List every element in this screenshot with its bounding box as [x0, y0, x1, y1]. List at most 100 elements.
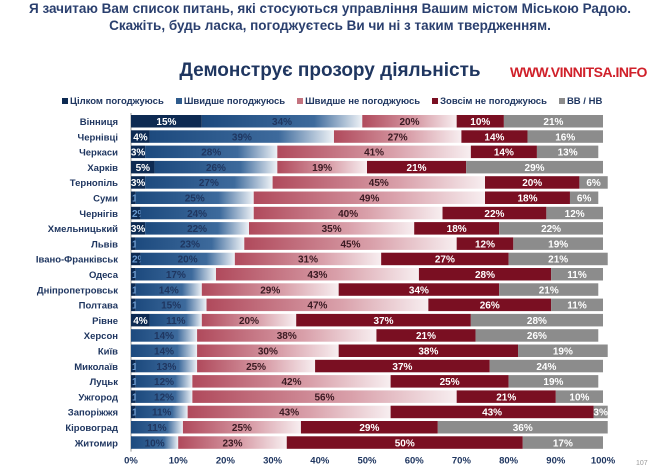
data-label: 22%: [484, 209, 504, 220]
data-label: 13%: [558, 148, 578, 159]
bar-segment: [131, 130, 150, 143]
data-label: 14%: [154, 347, 174, 358]
data-label: 27%: [388, 132, 408, 143]
data-label: 34%: [409, 285, 429, 296]
category-label: Черкаси: [79, 148, 118, 159]
data-label: 12%: [154, 377, 174, 388]
bar-segment: [499, 222, 603, 235]
category-label: Миколаїв: [74, 362, 118, 373]
bar-segment: [135, 375, 193, 388]
bar-segment: [244, 237, 457, 250]
data-label: 43%: [482, 408, 502, 419]
data-label: 15%: [156, 117, 176, 128]
bar-segment: [197, 344, 339, 357]
legend-label: Зовсім не погоджуюсь: [440, 96, 547, 107]
category-label: Дніпропетровськ: [37, 285, 118, 296]
x-tick-label: 10%: [169, 456, 189, 467]
survey-question: Я зачитаю Вам список питань, які стосуют…: [28, 1, 631, 33]
data-label: 2%: [132, 209, 147, 220]
bar-segment: [390, 375, 509, 388]
bar-segment: [187, 405, 391, 419]
bar-segment: [253, 191, 485, 204]
data-label: 19%: [548, 239, 568, 250]
bar-segment: [131, 344, 198, 357]
bar-segment: [428, 298, 552, 312]
bar-segment: [456, 115, 504, 128]
data-label: 21%: [548, 255, 568, 266]
category-label: Хмельницький: [48, 224, 118, 235]
data-label: 26%: [206, 163, 226, 174]
bar-segment: [154, 160, 278, 174]
bar-segment: [135, 405, 188, 419]
bar-segment: [131, 176, 146, 189]
category-label: Суми: [93, 194, 118, 205]
data-label: 21%: [539, 285, 559, 296]
data-label: 39%: [232, 132, 252, 143]
data-label: 25%: [246, 362, 266, 373]
bar-segment: [145, 222, 249, 235]
bar-segment: [131, 298, 136, 312]
bar-segment: [234, 252, 382, 266]
category-label: Київ: [98, 347, 118, 358]
legend-label: ВВ / НВ: [566, 96, 603, 107]
legend-swatch: [62, 98, 68, 104]
data-label: 28%: [527, 316, 547, 327]
data-label: 43%: [279, 408, 299, 419]
bar-segment: [253, 206, 443, 220]
data-label: 50%: [395, 438, 415, 449]
data-label: 29%: [260, 285, 280, 296]
data-label: 23%: [222, 438, 242, 449]
data-label: 20%: [522, 178, 542, 189]
category-label: Вінниця: [80, 117, 118, 128]
category-label: Полтава: [79, 301, 119, 312]
category-label: Луцьк: [90, 377, 119, 388]
data-label: 27%: [435, 255, 455, 266]
data-label: 28%: [475, 270, 495, 281]
bar-segment: [551, 298, 603, 312]
bar-segment: [513, 237, 603, 250]
data-label: 47%: [307, 301, 327, 312]
bar-segment: [475, 329, 599, 342]
data-label: 37%: [374, 316, 394, 327]
data-label: 20%: [239, 316, 259, 327]
data-label: 12%: [475, 239, 495, 250]
bar-segment: [135, 191, 254, 204]
bar-segment: [470, 145, 537, 159]
bar-segment: [131, 421, 183, 434]
data-label: 15%: [161, 301, 181, 312]
data-label: 21%: [496, 392, 516, 403]
data-label: 49%: [359, 194, 379, 205]
legend-item: Швидше погоджуюсь: [175, 96, 286, 107]
bar-segment: [135, 298, 207, 312]
data-label: 22%: [187, 224, 207, 235]
bar-segment: [286, 436, 523, 449]
bar-segment: [131, 405, 136, 419]
data-label: 10%: [145, 438, 165, 449]
data-label: 26%: [527, 331, 547, 342]
data-label: 42%: [281, 377, 301, 388]
bar-segment: [362, 115, 457, 128]
bar-segment: [461, 130, 528, 143]
data-label: 38%: [418, 347, 438, 358]
bar-segment: [131, 268, 136, 281]
data-label: 11%: [166, 316, 186, 327]
bar-segment: [518, 344, 608, 357]
data-label: 24%: [187, 209, 207, 220]
data-label: 43%: [307, 270, 327, 281]
bar-segment: [131, 115, 202, 128]
bar-segment: [503, 115, 603, 128]
category-label: Чернівці: [78, 132, 118, 143]
data-label: 25%: [185, 194, 205, 205]
bar-segment: [197, 359, 316, 373]
data-label: 45%: [369, 178, 389, 189]
legend-label: Швидше погоджуюсь: [183, 96, 286, 107]
bar-segment: [522, 436, 603, 449]
bar-segment: [470, 313, 603, 327]
category-label: Рівне: [92, 316, 118, 327]
data-label: 56%: [315, 392, 335, 403]
watermark: WWW.VINNITSA.INFO: [510, 64, 647, 80]
data-label: 29%: [525, 163, 545, 174]
bar-segment: [333, 130, 462, 143]
data-label: 38%: [277, 331, 297, 342]
category-label: Житомир: [74, 438, 118, 449]
